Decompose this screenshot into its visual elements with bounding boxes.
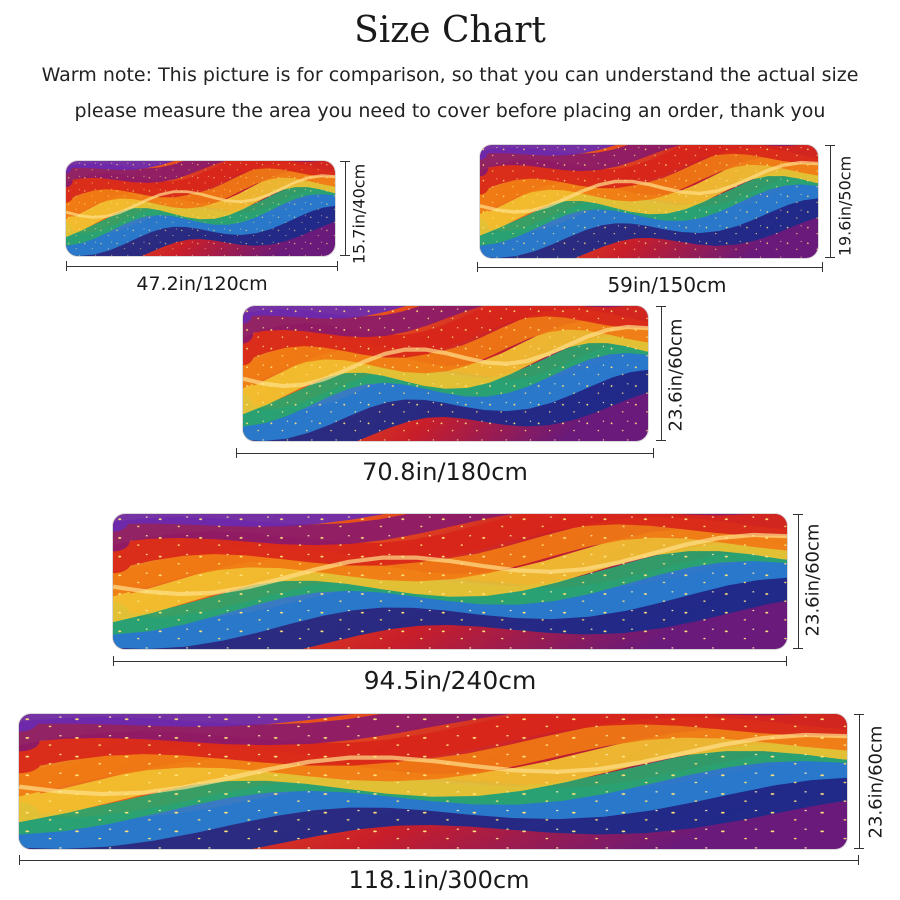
rug-image-3 xyxy=(243,306,648,441)
page-title: Size Chart xyxy=(354,10,546,51)
rug-image-2 xyxy=(480,145,818,258)
warm-note-line-2: please measure the area you need to cove… xyxy=(74,100,826,122)
height-label-1: 15.7in/40cm xyxy=(349,163,369,265)
width-label-3: 70.8in/180cm xyxy=(362,458,528,486)
width-dimension-line-4 xyxy=(113,656,787,666)
width-dimension-line-1 xyxy=(66,261,338,271)
width-label-4: 94.5in/240cm xyxy=(363,666,537,695)
height-label-2: 19.6in/50cm xyxy=(835,155,855,257)
height-dimension-line-3 xyxy=(656,306,666,441)
height-dimension-line-1 xyxy=(340,161,350,256)
rug-pattern xyxy=(243,306,648,441)
rug-image-1 xyxy=(66,161,335,256)
rug-sparkles xyxy=(480,145,818,258)
height-dimension-line-2 xyxy=(825,145,835,258)
rug-sparkles xyxy=(113,514,787,649)
rug-image-4 xyxy=(113,514,787,649)
rug-pattern xyxy=(66,161,335,256)
height-dimension-line-5 xyxy=(854,714,864,849)
rug-sparkles xyxy=(243,306,648,441)
width-label-2: 59in/150cm xyxy=(607,273,727,297)
rug-pattern xyxy=(19,714,847,849)
width-dimension-line-3 xyxy=(236,448,654,458)
rug-image-5 xyxy=(19,714,847,849)
rug-sparkles xyxy=(66,161,335,256)
width-dimension-line-2 xyxy=(477,262,823,272)
height-dimension-line-4 xyxy=(793,514,803,649)
width-dimension-line-5 xyxy=(19,855,859,865)
height-label-5: 23.6in/60cm xyxy=(865,725,887,839)
warm-note-line-1: Warm note: This picture is for compariso… xyxy=(41,64,859,86)
width-label-1: 47.2in/120cm xyxy=(136,273,268,295)
rug-pattern xyxy=(480,145,818,258)
rug-pattern xyxy=(113,514,787,649)
width-label-5: 118.1in/300cm xyxy=(348,866,530,894)
rug-sparkles xyxy=(19,714,847,849)
height-label-4: 23.6in/60cm xyxy=(802,523,824,637)
height-label-3: 23.6in/60cm xyxy=(665,318,687,432)
